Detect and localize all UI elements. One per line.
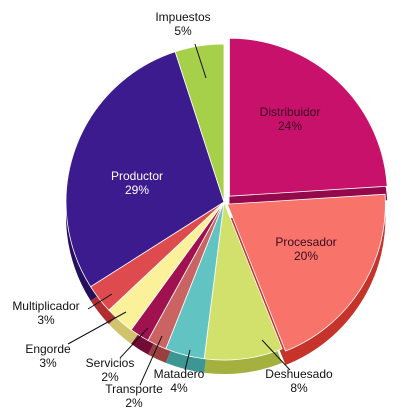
leader-line-matadero — [184, 349, 191, 371]
slice-label-deshuesado: Deshuesado 8% — [265, 367, 333, 395]
slice-label-transporte: Transporte 2% — [105, 382, 163, 410]
slice-label-impuestos: Impuestos 5% — [155, 10, 210, 38]
slice-labels: Distribuidor 24% Procesador 20% Deshuesado 8%… — [12, 10, 336, 410]
slice-label-procesador: Procesador 20% — [275, 235, 336, 263]
slice-label-servicios: Servicios 2% — [86, 356, 135, 384]
slice-label-matadero: Matadero 4% — [154, 367, 205, 395]
leader-line-engorde — [67, 311, 127, 345]
slice-impuestos — [174, 43, 225, 203]
slice-label-multiplicador: Multiplicador 3% — [12, 299, 79, 327]
slice-procesador — [226, 193, 386, 352]
leader-line-transporte — [139, 335, 163, 386]
leader-lines — [67, 43, 291, 386]
slice-distribuidor — [229, 37, 388, 197]
leader-line-impuestos — [194, 43, 207, 79]
pie-slices — [65, 37, 388, 361]
leader-line-deshuesado — [261, 339, 291, 371]
leader-line-servicios — [119, 327, 149, 359]
slice-label-engorde: Engorde 3% — [25, 342, 71, 370]
slice-label-productor: Productor 29% — [111, 169, 163, 197]
slice-productor — [65, 51, 225, 288]
leader-line-multiplicador — [87, 293, 113, 310]
slice-label-distribuidor: Distribuidor 24% — [260, 105, 321, 133]
